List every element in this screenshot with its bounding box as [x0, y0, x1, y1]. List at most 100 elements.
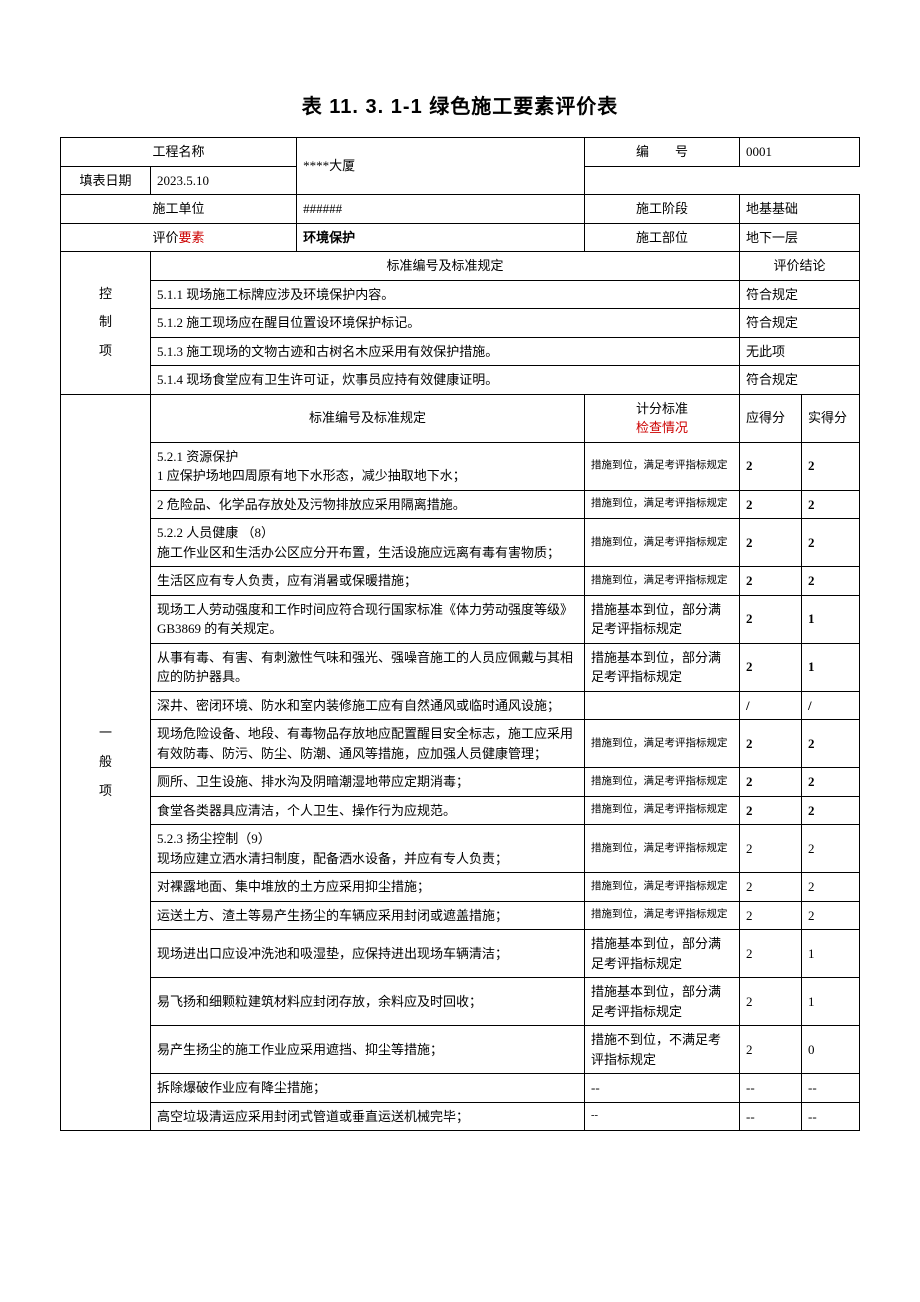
value-unit: ######	[297, 195, 585, 224]
general-row: 拆除爆破作业应有降尘措施；------	[61, 1074, 860, 1103]
info-row-project: 工程名称 ****大厦 编 号 0001	[61, 138, 860, 167]
control-concl-header: 评价结论	[740, 252, 860, 281]
info-row-unit: 施工单位 ###### 施工阶段 地基基础	[61, 195, 860, 224]
general-actual: 2	[802, 796, 860, 825]
control-group-label: 控制项	[61, 252, 151, 395]
general-actual: 1	[802, 643, 860, 691]
general-score-header: 计分标准检查情况	[585, 394, 740, 442]
general-row: 深井、密闭环境、防水和室内装修施工应有自然通风或临时通风设施；//	[61, 691, 860, 720]
control-row: 5.1.2 施工现场应在醒目位置设环境保护标记。 符合规定	[61, 309, 860, 338]
control-std: 5.1.1 现场施工标牌应涉及环境保护内容。	[151, 280, 740, 309]
general-row: 厕所、卫生设施、排水沟及阴暗潮湿地带应定期消毒；措施到位，满足考评指标规定22	[61, 768, 860, 797]
general-row: 易产生扬尘的施工作业应采用遮挡、抑尘等措施；措施不到位，不满足考评指标规定20	[61, 1026, 860, 1074]
general-row: 食堂各类器具应清洁，个人卫生、操作行为应规范。措施到位，满足考评指标规定22	[61, 796, 860, 825]
general-std: 5.2.3 扬尘控制（9） 现场应建立洒水清扫制度，配备洒水设备，并应有专人负责…	[151, 825, 585, 873]
control-header: 控制项 标准编号及标准规定 评价结论	[61, 252, 860, 281]
label-project: 工程名称	[61, 138, 297, 167]
general-check: 措施基本到位，部分满足考评指标规定	[585, 930, 740, 978]
general-check: 措施到位，满足考评指标规定	[585, 825, 740, 873]
general-actual: 2	[802, 490, 860, 519]
general-row: 5.2.3 扬尘控制（9） 现场应建立洒水清扫制度，配备洒水设备，并应有专人负责…	[61, 825, 860, 873]
general-should: /	[740, 691, 802, 720]
general-check: 措施到位，满足考评指标规定	[585, 768, 740, 797]
label-element: 评价要素	[61, 223, 297, 252]
general-std: 现场危险设备、地段、有毒物品存放地应配置醒目安全标志，施工应采用有效防毒、防污、…	[151, 720, 585, 768]
general-std: 对裸露地面、集中堆放的土方应采用抑尘措施；	[151, 873, 585, 902]
general-row: 现场工人劳动强度和工作时间应符合现行国家标准《体力劳动强度等级》GB3869 的…	[61, 595, 860, 643]
general-std: 2 危险品、化学品存放处及污物排放应采用隔离措施。	[151, 490, 585, 519]
general-std: 拆除爆破作业应有降尘措施；	[151, 1074, 585, 1103]
general-row: 高空垃圾清运应采用封闭式管道或垂直运送机械完毕；------	[61, 1102, 860, 1131]
general-actual: 2	[802, 519, 860, 567]
general-should: 2	[740, 720, 802, 768]
general-std: 易飞扬和细颗粒建筑材料应封闭存放，余料应及时回收；	[151, 978, 585, 1026]
general-check: 措施不到位，不满足考评指标规定	[585, 1026, 740, 1074]
general-should: 2	[740, 930, 802, 978]
general-row: 运送土方、渣土等易产生扬尘的车辆应采用封闭或遮盖措施；措施到位，满足考评指标规定…	[61, 901, 860, 930]
general-check: 措施到位，满足考评指标规定	[585, 519, 740, 567]
general-check: 措施基本到位，部分满足考评指标规定	[585, 643, 740, 691]
value-number: 0001	[740, 138, 860, 167]
general-should: 2	[740, 519, 802, 567]
general-actual: 2	[802, 567, 860, 596]
general-std: 厕所、卫生设施、排水沟及阴暗潮湿地带应定期消毒；	[151, 768, 585, 797]
general-actual: 2	[802, 442, 860, 490]
general-check: 措施到位，满足考评指标规定	[585, 490, 740, 519]
general-actual: 2	[802, 720, 860, 768]
value-stage: 地基基础	[740, 195, 860, 224]
general-check: 措施基本到位，部分满足考评指标规定	[585, 595, 740, 643]
general-check: 措施到位，满足考评指标规定	[585, 720, 740, 768]
general-std-header: 标准编号及标准规定	[151, 394, 585, 442]
general-std: 5.2.1 资源保护 1 应保护场地四周原有地下水形态，减少抽取地下水；	[151, 442, 585, 490]
control-concl: 无此项	[740, 337, 860, 366]
general-actual: --	[802, 1102, 860, 1131]
general-should: 2	[740, 490, 802, 519]
general-check: --	[585, 1102, 740, 1131]
general-check: 措施基本到位，部分满足考评指标规定	[585, 978, 740, 1026]
general-std: 从事有毒、有害、有刺激性气味和强光、强噪音施工的人员应佩戴与其相应的防护器具。	[151, 643, 585, 691]
general-actual: 2	[802, 825, 860, 873]
general-should: 2	[740, 567, 802, 596]
control-concl: 符合规定	[740, 280, 860, 309]
general-row: 易飞扬和细颗粒建筑材料应封闭存放，余料应及时回收；措施基本到位，部分满足考评指标…	[61, 978, 860, 1026]
general-check: 措施到位，满足考评指标规定	[585, 442, 740, 490]
general-should: --	[740, 1074, 802, 1103]
general-should-header: 应得分	[740, 394, 802, 442]
evaluation-table: 工程名称 ****大厦 编 号 0001 填表日期 2023.5.10 施工单位…	[60, 137, 860, 1131]
general-should: 2	[740, 1026, 802, 1074]
label-number: 编 号	[585, 138, 740, 167]
info-row-date: 填表日期 2023.5.10	[61, 166, 860, 195]
general-actual: --	[802, 1074, 860, 1103]
general-actual: 1	[802, 930, 860, 978]
control-std: 5.1.4 现场食堂应有卫生许可证，炊事员应持有效健康证明。	[151, 366, 740, 395]
general-std: 现场进出口应设冲洗池和吸湿垫，应保持进出现场车辆清洁；	[151, 930, 585, 978]
general-row: 现场危险设备、地段、有毒物品存放地应配置醒目安全标志，施工应采用有效防毒、防污、…	[61, 720, 860, 768]
label-unit: 施工单位	[61, 195, 297, 224]
general-should: 2	[740, 643, 802, 691]
general-std: 易产生扬尘的施工作业应采用遮挡、抑尘等措施；	[151, 1026, 585, 1074]
general-should: 2	[740, 768, 802, 797]
general-check: --	[585, 1074, 740, 1103]
general-row: 2 危险品、化学品存放处及污物排放应采用隔离措施。措施到位，满足考评指标规定22	[61, 490, 860, 519]
general-actual: 0	[802, 1026, 860, 1074]
general-row: 生活区应有专人负责，应有消暑或保暖措施；措施到位，满足考评指标规定22	[61, 567, 860, 596]
general-header: 一般项 标准编号及标准规定 计分标准检查情况 应得分 实得分	[61, 394, 860, 442]
control-row: 5.1.3 施工现场的文物古迹和古树名木应采用有效保护措施。 无此项	[61, 337, 860, 366]
general-should: 2	[740, 901, 802, 930]
general-row: 从事有毒、有害、有刺激性气味和强光、强噪音施工的人员应佩戴与其相应的防护器具。措…	[61, 643, 860, 691]
value-date: 2023.5.10	[151, 166, 585, 195]
general-actual: 2	[802, 768, 860, 797]
control-row: 5.1.1 现场施工标牌应涉及环境保护内容。 符合规定	[61, 280, 860, 309]
general-std: 食堂各类器具应清洁，个人卫生、操作行为应规范。	[151, 796, 585, 825]
general-should: 2	[740, 442, 802, 490]
general-row: 对裸露地面、集中堆放的土方应采用抑尘措施；措施到位，满足考评指标规定22	[61, 873, 860, 902]
general-should: 2	[740, 978, 802, 1026]
control-concl: 符合规定	[740, 309, 860, 338]
general-std: 深井、密闭环境、防水和室内装修施工应有自然通风或临时通风设施；	[151, 691, 585, 720]
general-actual: 1	[802, 595, 860, 643]
general-std: 运送土方、渣土等易产生扬尘的车辆应采用封闭或遮盖措施；	[151, 901, 585, 930]
general-row: 5.2.1 资源保护 1 应保护场地四周原有地下水形态，减少抽取地下水；措施到位…	[61, 442, 860, 490]
control-std: 5.1.3 施工现场的文物古迹和古树名木应采用有效保护措施。	[151, 337, 740, 366]
control-std: 5.1.2 施工现场应在醒目位置设环境保护标记。	[151, 309, 740, 338]
page-title: 表 11. 3. 1-1 绿色施工要素评价表	[60, 90, 860, 119]
